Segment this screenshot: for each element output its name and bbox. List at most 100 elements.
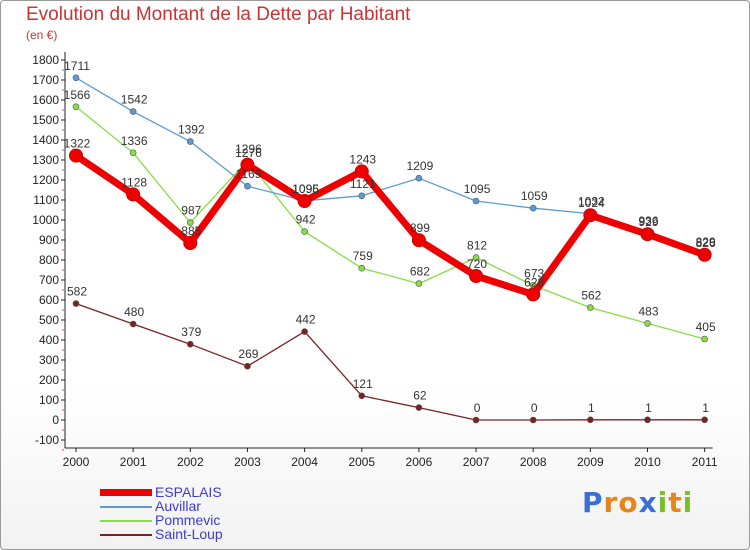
y-tick-label: 800 <box>39 253 59 267</box>
data-point <box>415 404 423 411</box>
data-label: 121 <box>353 377 373 391</box>
data-label: 936 <box>638 214 658 228</box>
data-label: 885 <box>181 224 201 238</box>
data-label: 1 <box>645 401 652 415</box>
data-point <box>472 254 480 261</box>
legend-label: Auvillar <box>155 498 201 514</box>
data-label: 442 <box>296 313 316 327</box>
data-point <box>187 138 194 145</box>
y-tick-label: 1400 <box>32 133 59 147</box>
data-label: 1059 <box>521 189 548 203</box>
data-point <box>72 103 80 111</box>
data-point <box>411 233 426 248</box>
data-point <box>472 197 480 205</box>
data-point <box>469 269 484 283</box>
y-tick-label: 100 <box>39 393 59 407</box>
data-label: 899 <box>410 221 430 235</box>
data-label: 0 <box>531 401 538 415</box>
data-label: 987 <box>181 204 201 218</box>
legend-label: Pommevic <box>155 512 221 528</box>
series-line-saint-loup <box>75 302 706 421</box>
data-label: 269 <box>238 347 258 361</box>
data-label: 1711 <box>64 59 90 73</box>
legend-swatch <box>100 506 152 508</box>
y-tick-label: 500 <box>39 313 59 327</box>
data-label: 682 <box>410 265 430 279</box>
data-label: 62 <box>413 389 427 403</box>
data-point <box>240 157 255 172</box>
data-label: 826 <box>696 236 716 250</box>
data-label: 1095 <box>292 182 319 196</box>
y-tick-label: 900 <box>39 233 59 247</box>
data-label: 929 <box>638 215 658 229</box>
data-point <box>415 174 423 182</box>
data-point <box>415 280 423 287</box>
y-tick-label: 1100 <box>33 193 59 207</box>
data-point <box>301 228 308 235</box>
legend-label: Saint-Loup <box>155 526 223 542</box>
data-point <box>644 320 651 327</box>
y-tick-label: -100 <box>35 433 59 447</box>
y-tick-label: 300 <box>39 353 59 367</box>
y-tick-label: 1200 <box>32 173 59 187</box>
data-label: 1566 <box>64 88 91 102</box>
x-tick-label: 2001 <box>120 455 147 469</box>
data-point <box>644 416 651 424</box>
x-tick-label: 2003 <box>234 455 261 469</box>
data-label: 405 <box>696 320 716 334</box>
data-label: 1032 <box>578 195 605 209</box>
data-label: 1169 <box>236 167 262 181</box>
data-label: 562 <box>581 289 601 303</box>
data-label: 1392 <box>178 123 205 137</box>
data-point <box>187 340 194 348</box>
x-tick-label: 2011 <box>692 455 718 469</box>
data-label: 1322 <box>64 137 91 151</box>
data-label: 1095 <box>464 182 491 196</box>
data-point <box>126 187 141 202</box>
data-label: 582 <box>67 285 87 299</box>
data-point <box>701 416 708 424</box>
data-label: 480 <box>124 305 144 319</box>
data-point <box>529 416 537 424</box>
x-tick-label: 2005 <box>348 455 375 469</box>
data-point <box>129 320 137 328</box>
y-tick-label: 700 <box>39 273 59 287</box>
y-tick-label: 200 <box>39 373 59 387</box>
data-point <box>301 328 308 335</box>
legend-swatch <box>100 489 152 496</box>
data-label: 1209 <box>407 159 434 173</box>
data-point <box>244 362 251 370</box>
data-point <box>583 208 598 223</box>
series-line-espalais <box>72 152 709 298</box>
data-label: 379 <box>181 325 201 339</box>
x-tick-label: 2009 <box>577 455 604 469</box>
y-tick-label: 1000 <box>32 213 59 227</box>
data-label: 628 <box>524 275 544 289</box>
x-tick-label: 2007 <box>463 455 490 469</box>
data-point <box>187 219 194 226</box>
x-tick-label: 2000 <box>63 455 90 469</box>
data-label: 1121 <box>350 177 376 191</box>
y-tick-label: 600 <box>39 293 59 307</box>
data-label: 0 <box>474 401 481 415</box>
data-label: 829 <box>696 235 716 249</box>
data-label: 1243 <box>349 152 376 166</box>
chart-title: Evolution du Montant de la Dette par Hab… <box>26 4 411 25</box>
data-point <box>183 236 198 250</box>
legend-swatch <box>100 520 152 522</box>
data-label: 759 <box>353 249 373 263</box>
y-tick-label: 1600 <box>32 93 59 107</box>
data-point <box>129 108 137 115</box>
legend-swatch <box>100 534 152 536</box>
data-label: 1 <box>702 401 709 415</box>
data-label: 1336 <box>121 134 148 148</box>
data-point <box>526 287 541 302</box>
chart-subtitle: (en €) <box>26 28 58 42</box>
data-label: 1128 <box>121 175 147 189</box>
x-tick-label: 2004 <box>291 455 318 469</box>
data-point <box>69 148 83 163</box>
data-point <box>72 300 80 307</box>
proxiti-logo: Proxiti <box>582 486 694 519</box>
data-point <box>587 304 594 311</box>
